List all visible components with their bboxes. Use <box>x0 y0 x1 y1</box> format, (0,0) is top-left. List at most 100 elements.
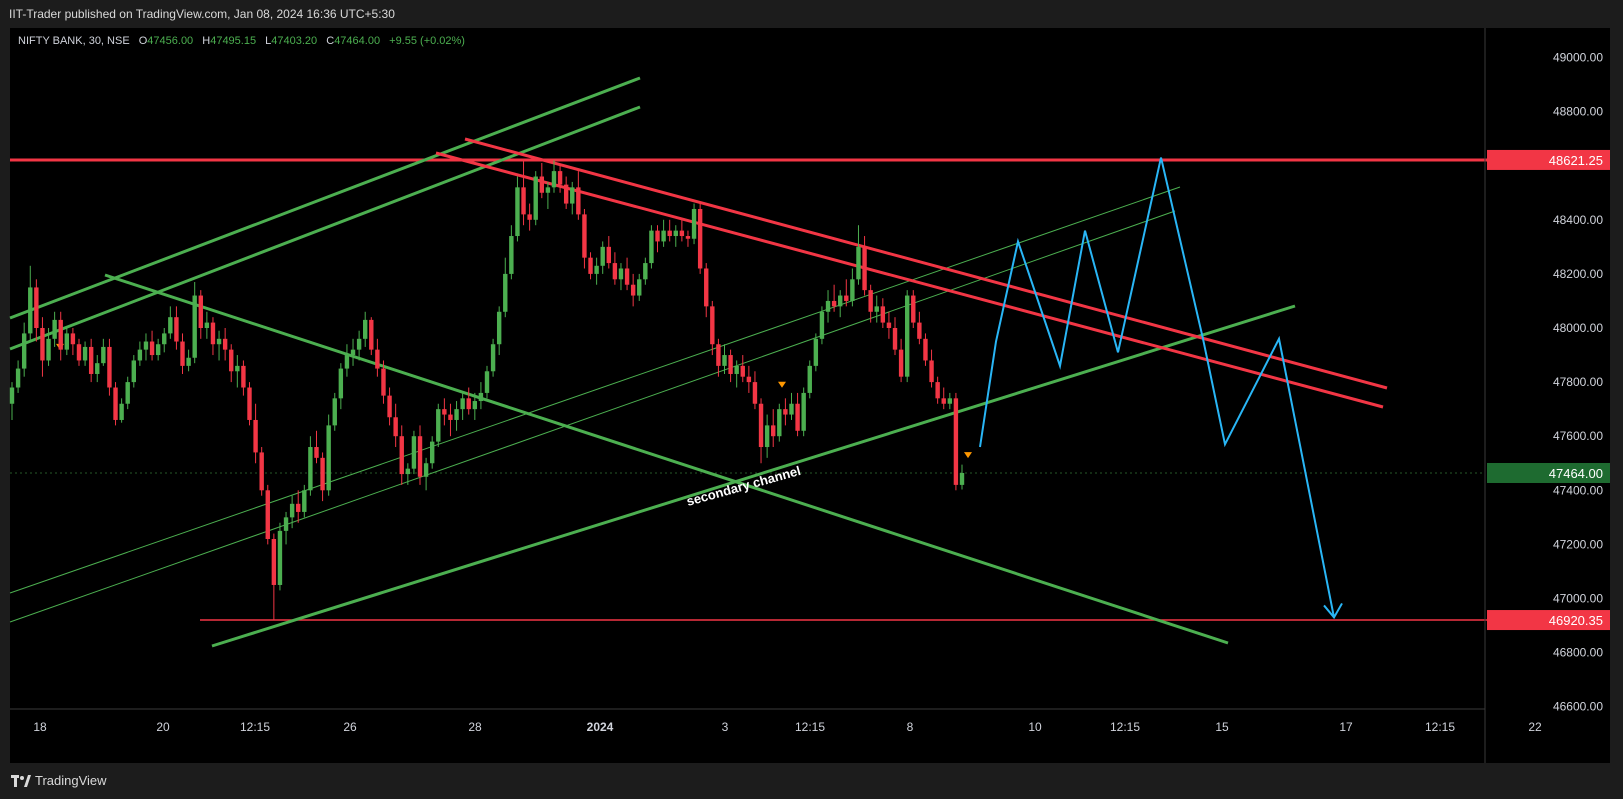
candle-body <box>241 365 246 388</box>
candle <box>874 295 879 323</box>
candle <box>606 236 611 269</box>
candle-body <box>46 338 51 361</box>
candle-body <box>710 306 715 345</box>
candle <box>710 300 715 356</box>
candle <box>959 464 965 490</box>
candle <box>107 338 112 396</box>
candle <box>40 317 45 377</box>
candle <box>289 495 295 529</box>
candle-body <box>734 365 739 374</box>
candle-body <box>661 230 666 242</box>
price-label-bg <box>1487 149 1610 170</box>
candle <box>515 176 520 242</box>
candle-body <box>673 230 678 237</box>
candle-body <box>387 395 392 418</box>
change-value: +9.55 (+0.02%) <box>389 35 465 47</box>
candle-body <box>423 463 429 477</box>
candle <box>527 203 532 231</box>
candle-body <box>454 409 459 420</box>
candle <box>253 403 258 464</box>
candle <box>679 219 685 242</box>
price-label-text: 48621.25 <box>1549 153 1603 168</box>
tradingview-logo[interactable]: TradingView <box>11 773 107 788</box>
candle <box>856 225 861 285</box>
candle-body <box>655 230 660 242</box>
candle-body <box>740 365 745 377</box>
candle <box>484 365 490 399</box>
high-label: H <box>202 35 211 47</box>
candle <box>155 338 161 361</box>
candle <box>247 382 252 426</box>
candle <box>588 252 593 280</box>
price-tick-label: 47200.00 <box>1553 537 1603 551</box>
candle-body <box>198 295 203 328</box>
candle-body <box>64 333 70 350</box>
candle-body <box>192 295 197 358</box>
descending-green-line <box>104 273 1229 645</box>
candle-body <box>783 409 788 415</box>
candle-body <box>716 344 721 366</box>
candle <box>265 484 270 545</box>
candle <box>801 387 806 437</box>
candle <box>917 311 922 345</box>
candle-body <box>825 300 831 312</box>
price-label-text: 46920.35 <box>1549 613 1603 628</box>
candle <box>198 290 203 339</box>
candle-body <box>831 300 837 307</box>
candle-body <box>15 368 21 388</box>
candle-body <box>356 338 362 350</box>
candle <box>490 338 496 377</box>
candle <box>697 203 703 274</box>
candle <box>503 257 508 318</box>
time-tick-label: 17 <box>1339 720 1353 734</box>
signal-marker-icon <box>964 452 972 459</box>
candle-body <box>222 338 228 350</box>
candle <box>807 360 812 399</box>
candle-body <box>460 398 465 410</box>
candle <box>21 322 27 377</box>
thin-channel-upper <box>9 186 1181 594</box>
candle <box>661 219 666 247</box>
candle <box>28 265 33 342</box>
time-tick-label: 3 <box>722 720 729 734</box>
candle-body <box>429 441 435 464</box>
candle-body <box>704 268 709 307</box>
candle-body <box>131 360 136 383</box>
candle <box>850 268 855 307</box>
footer-brand: TradingView <box>35 773 107 788</box>
candle-body <box>923 338 928 361</box>
candle <box>283 511 289 545</box>
price-tick-label: 47800.00 <box>1553 375 1603 389</box>
candle <box>825 290 831 323</box>
candle <box>417 425 423 485</box>
time-tick-label: 28 <box>468 720 482 734</box>
candle <box>296 490 301 523</box>
candle <box>539 162 545 199</box>
time-tick-label: 22 <box>1528 720 1542 734</box>
candle <box>125 376 130 410</box>
candle <box>314 430 319 464</box>
candle-body <box>155 344 161 356</box>
candle <box>478 382 484 410</box>
candle-body <box>612 263 618 280</box>
candle-body <box>545 187 551 193</box>
candle-body <box>539 176 545 193</box>
candle <box>411 430 417 475</box>
candle <box>716 338 721 377</box>
candle-body <box>76 344 82 361</box>
candle <box>363 311 368 347</box>
candle-body <box>326 425 331 491</box>
candle <box>429 436 435 469</box>
candle <box>210 317 216 356</box>
candle <box>442 398 447 426</box>
candle <box>563 176 569 209</box>
candle <box>356 330 362 361</box>
candle <box>886 311 892 339</box>
candle-body <box>563 184 569 204</box>
candle <box>302 484 307 518</box>
candle-body <box>28 287 33 334</box>
candle <box>82 341 88 366</box>
candle-body <box>496 311 502 345</box>
candle-body <box>363 319 368 339</box>
